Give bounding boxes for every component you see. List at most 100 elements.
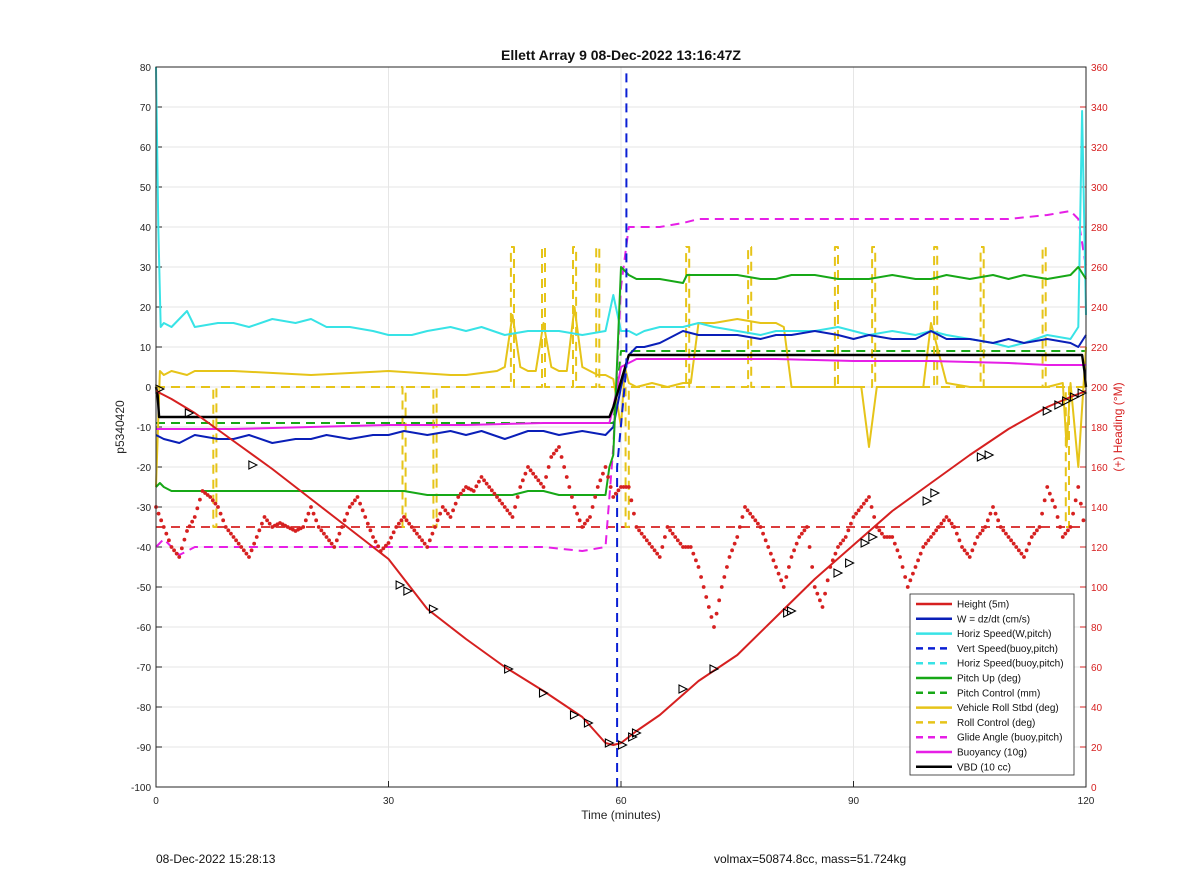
heading-point: [551, 451, 556, 456]
heading-point: [373, 539, 378, 544]
heading-point: [753, 518, 758, 523]
height-marker: [504, 664, 514, 674]
heading-point: [851, 515, 856, 519]
height-marker: [1069, 392, 1080, 402]
heading-point: [355, 495, 360, 499]
y-tick-label-left: -30: [137, 503, 152, 514]
y-tick-label-right: 160: [1091, 463, 1108, 474]
heading-point: [415, 531, 419, 536]
heading-point: [513, 505, 517, 509]
y-tick-label-right: 240: [1091, 303, 1108, 314]
heading-point: [779, 578, 784, 583]
y-tick-label-right: 260: [1091, 263, 1108, 274]
heading-point: [257, 528, 262, 533]
legend-label: W = dz/dt (cm/s): [957, 614, 1030, 625]
heading-point: [533, 475, 538, 479]
heading-point: [332, 545, 337, 549]
heading-point: [254, 535, 259, 539]
heading-point: [502, 505, 507, 509]
heading-point: [815, 591, 820, 596]
y-tick-label-right: 320: [1091, 143, 1108, 154]
heading-point: [593, 495, 598, 499]
heading-point: [226, 528, 231, 533]
heading-point: [652, 548, 657, 553]
heading-point: [913, 565, 918, 569]
heading-point: [1040, 511, 1044, 516]
heading-point: [931, 531, 936, 536]
heading-point: [433, 525, 437, 529]
height-marker: [631, 728, 642, 738]
heading-point: [342, 518, 347, 523]
heading-point: [394, 525, 399, 529]
heading-point: [650, 545, 654, 549]
heading-point: [1076, 485, 1081, 489]
heading-point: [231, 535, 236, 539]
heading-point: [458, 491, 463, 496]
heading-point: [319, 528, 324, 533]
y-axis-right: 0 20 40 60 80 100 120 140 160 180 200 220 240 260 280 3…: [1080, 63, 1108, 794]
heading-point: [802, 528, 807, 533]
heading-point: [495, 495, 499, 499]
heading-point: [598, 478, 603, 483]
heading-point: [479, 475, 484, 479]
heading-point: [567, 485, 572, 489]
heading-point: [830, 558, 835, 563]
heading-point: [182, 537, 187, 542]
heading-point: [856, 508, 861, 513]
heading-point: [737, 525, 742, 529]
heading-point: [508, 511, 512, 516]
heading-point: [340, 525, 344, 529]
heading-point: [216, 505, 220, 509]
heading-point: [988, 511, 993, 516]
heading-point: [825, 578, 830, 583]
heading-point: [1029, 535, 1034, 539]
heading-point: [905, 585, 910, 589]
heading-point: [1035, 528, 1039, 533]
heading-point: [236, 541, 241, 546]
heading-point: [725, 565, 729, 569]
heading-point: [1058, 525, 1063, 529]
heading-point: [267, 521, 272, 526]
y-tick-label-right: 80: [1091, 623, 1103, 634]
heading-point: [634, 525, 639, 529]
y-tick-label-right: 280: [1091, 223, 1108, 234]
heading-point: [1068, 525, 1073, 529]
heading-point: [249, 548, 254, 553]
heading-point: [962, 548, 967, 553]
heading-point: [647, 541, 652, 546]
heading-point: [544, 475, 548, 479]
legend-label: VBD (10 cc): [957, 762, 1011, 773]
heading-point: [1011, 541, 1016, 546]
heading-point: [1042, 498, 1047, 503]
legend-label: Pitch Control (mm): [957, 688, 1040, 699]
heading-point: [608, 485, 613, 489]
height-marker: [1054, 400, 1065, 410]
heading-point: [190, 519, 195, 524]
heading-point: [929, 535, 933, 539]
heading-point: [872, 515, 877, 519]
heading-point: [497, 498, 502, 503]
y-tick-label-right: 340: [1091, 103, 1108, 114]
heading-point: [867, 495, 871, 499]
heading-point: [376, 544, 381, 549]
heading-point: [451, 508, 455, 513]
height-marker: [583, 718, 594, 728]
heading-point: [1047, 491, 1052, 496]
heading-point: [861, 501, 866, 506]
heading-point: [797, 535, 802, 539]
y-tick-label-right: 0: [1091, 783, 1097, 794]
heading-point: [740, 515, 745, 519]
heading-point: [381, 546, 386, 551]
heading-point: [396, 521, 401, 526]
heading-point: [422, 541, 427, 546]
heading-point: [247, 555, 251, 559]
heading-point: [446, 511, 450, 516]
legend-label: Height (5m): [957, 600, 1009, 611]
heading-point: [696, 565, 701, 569]
heading-point: [993, 511, 998, 516]
heading-point: [820, 605, 825, 609]
heading-point: [306, 511, 311, 516]
heading-point: [768, 551, 773, 556]
height-marker: [860, 538, 871, 548]
heading-point: [260, 521, 264, 526]
